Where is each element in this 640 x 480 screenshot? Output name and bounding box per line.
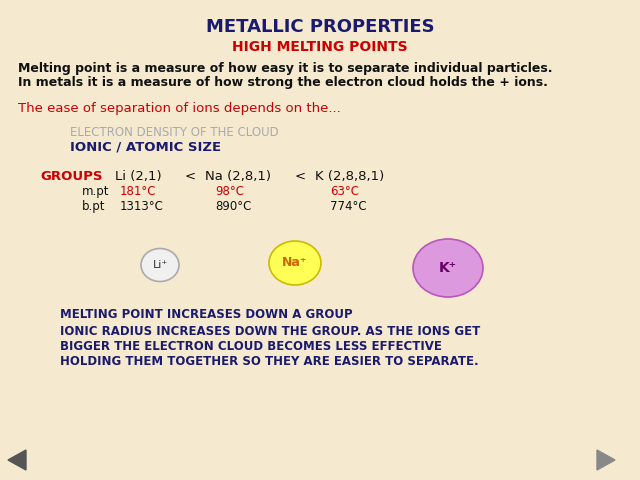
Text: <: < bbox=[295, 170, 306, 183]
Text: K⁺: K⁺ bbox=[439, 261, 457, 275]
Text: 98°C: 98°C bbox=[215, 185, 244, 198]
Text: ELECTRON DENSITY OF THE CLOUD: ELECTRON DENSITY OF THE CLOUD bbox=[70, 126, 279, 139]
Text: K (2,8,8,1): K (2,8,8,1) bbox=[315, 170, 384, 183]
Text: BIGGER THE ELECTRON CLOUD BECOMES LESS EFFECTIVE: BIGGER THE ELECTRON CLOUD BECOMES LESS E… bbox=[60, 340, 442, 353]
Polygon shape bbox=[597, 450, 615, 470]
Text: The ease of separation of ions depends on the...: The ease of separation of ions depends o… bbox=[18, 102, 340, 115]
Text: 774°C: 774°C bbox=[330, 200, 367, 213]
Text: GROUPS: GROUPS bbox=[40, 170, 102, 183]
Polygon shape bbox=[8, 450, 26, 470]
Text: b.pt: b.pt bbox=[82, 200, 106, 213]
Text: In metals it is a measure of how strong the electron cloud holds the + ions.: In metals it is a measure of how strong … bbox=[18, 76, 548, 89]
Text: m.pt: m.pt bbox=[82, 185, 109, 198]
Text: Li (2,1): Li (2,1) bbox=[115, 170, 162, 183]
Text: IONIC / ATOMIC SIZE: IONIC / ATOMIC SIZE bbox=[70, 141, 221, 154]
Text: METALLIC PROPERTIES: METALLIC PROPERTIES bbox=[205, 18, 435, 36]
Ellipse shape bbox=[413, 239, 483, 297]
Text: Melting point is a measure of how easy it is to separate individual particles.: Melting point is a measure of how easy i… bbox=[18, 62, 552, 75]
Ellipse shape bbox=[141, 249, 179, 281]
Ellipse shape bbox=[269, 241, 321, 285]
Text: 63°C: 63°C bbox=[330, 185, 359, 198]
Text: 890°C: 890°C bbox=[215, 200, 252, 213]
Text: Na⁺: Na⁺ bbox=[282, 256, 308, 269]
Text: Li⁺: Li⁺ bbox=[152, 260, 168, 270]
Text: 181°C: 181°C bbox=[120, 185, 157, 198]
Text: HOLDING THEM TOGETHER SO THEY ARE EASIER TO SEPARATE.: HOLDING THEM TOGETHER SO THEY ARE EASIER… bbox=[60, 355, 479, 368]
Text: 1313°C: 1313°C bbox=[120, 200, 164, 213]
Text: MELTING POINT INCREASES DOWN A GROUP: MELTING POINT INCREASES DOWN A GROUP bbox=[60, 308, 353, 321]
Text: IONIC RADIUS INCREASES DOWN THE GROUP. AS THE IONS GET: IONIC RADIUS INCREASES DOWN THE GROUP. A… bbox=[60, 325, 480, 338]
Text: HIGH MELTING POINTS: HIGH MELTING POINTS bbox=[232, 40, 408, 54]
Text: <: < bbox=[185, 170, 196, 183]
Text: Na (2,8,1): Na (2,8,1) bbox=[205, 170, 271, 183]
